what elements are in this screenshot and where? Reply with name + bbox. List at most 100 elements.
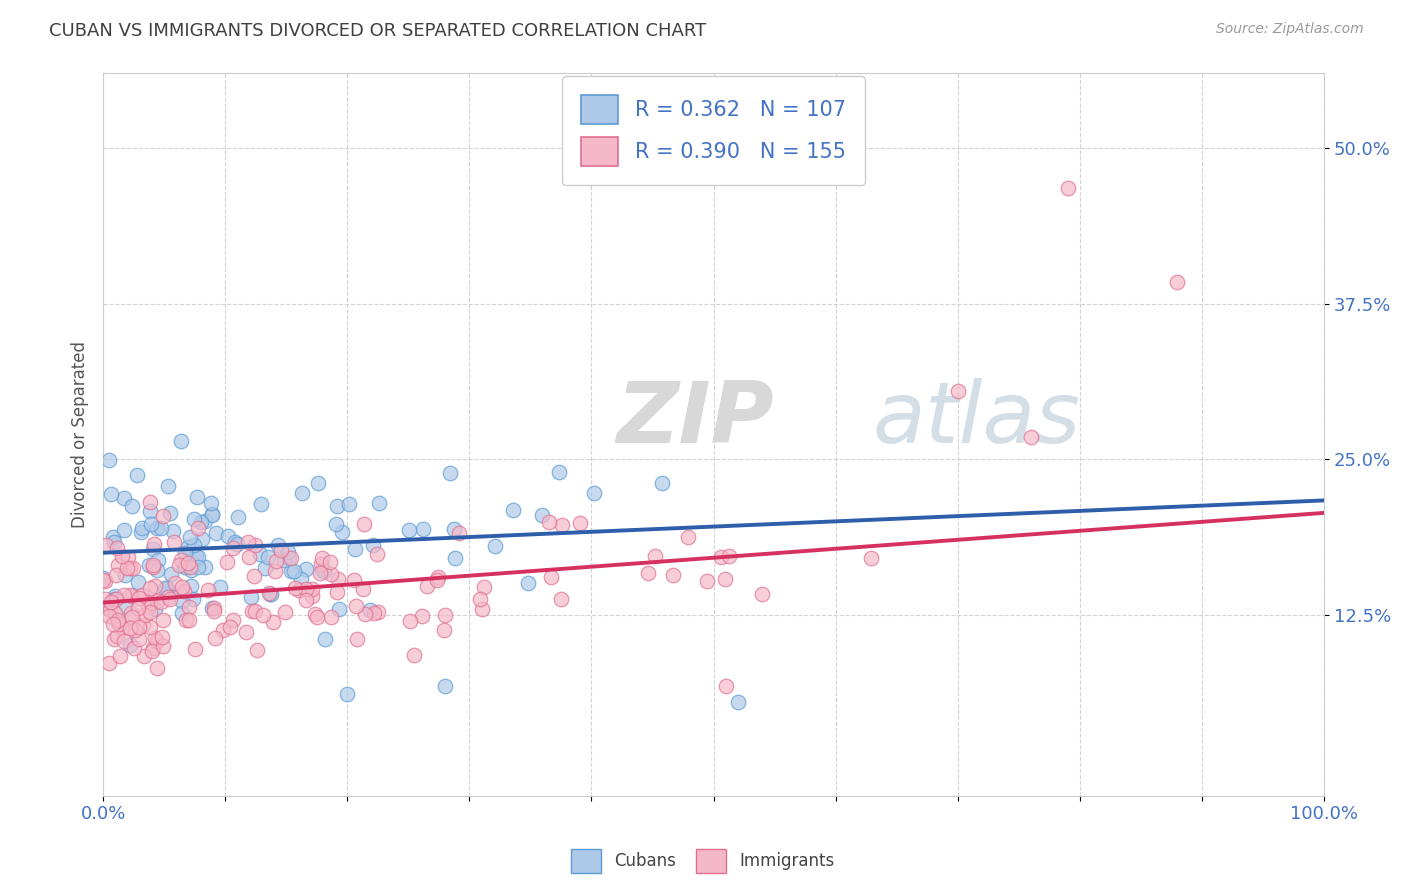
Point xyxy=(443,522,465,536)
Point xyxy=(98,453,121,467)
Point xyxy=(280,565,302,579)
Point xyxy=(200,496,222,510)
Point xyxy=(150,630,173,644)
Point xyxy=(128,619,150,633)
Point xyxy=(98,602,121,616)
Point xyxy=(139,504,162,518)
Point xyxy=(550,592,572,607)
Point xyxy=(224,534,246,549)
Point xyxy=(138,620,160,634)
Point xyxy=(139,495,162,509)
Point xyxy=(184,549,207,563)
Point xyxy=(183,511,205,525)
Point xyxy=(277,545,299,559)
Point xyxy=(152,509,174,524)
Point xyxy=(238,549,260,564)
Point xyxy=(111,621,134,635)
Point xyxy=(471,602,494,616)
Point xyxy=(399,614,422,628)
Point xyxy=(138,558,160,572)
Point xyxy=(194,514,217,528)
Point xyxy=(105,541,128,555)
Point xyxy=(100,595,122,609)
Point xyxy=(449,525,471,540)
Point xyxy=(105,629,128,643)
Point xyxy=(540,570,562,584)
Point xyxy=(398,523,420,537)
Point xyxy=(325,499,347,513)
Point xyxy=(142,560,165,574)
Point xyxy=(173,558,195,573)
Point xyxy=(98,609,121,624)
Point xyxy=(718,549,741,563)
Point xyxy=(94,538,117,552)
Point xyxy=(122,561,145,575)
Point xyxy=(91,571,114,585)
Point xyxy=(319,566,342,581)
Point xyxy=(416,579,439,593)
Point xyxy=(190,515,212,529)
Point xyxy=(163,575,186,590)
Point xyxy=(301,590,323,604)
Point xyxy=(245,604,267,618)
Point xyxy=(295,561,318,575)
Point xyxy=(105,567,128,582)
Point xyxy=(143,537,166,551)
Point xyxy=(118,588,141,602)
Point xyxy=(470,591,492,606)
Point xyxy=(121,609,143,624)
Point xyxy=(141,643,163,657)
Point xyxy=(433,623,456,637)
Point xyxy=(411,609,433,624)
Point xyxy=(262,615,284,629)
Point xyxy=(343,574,366,588)
Point xyxy=(93,592,115,607)
Point xyxy=(472,580,495,594)
Point xyxy=(170,594,193,608)
Text: atlas: atlas xyxy=(872,378,1080,461)
Point xyxy=(236,534,259,549)
Point xyxy=(170,580,193,594)
Point xyxy=(242,569,264,583)
Point xyxy=(273,553,295,567)
Point xyxy=(117,549,139,564)
Point xyxy=(274,605,297,619)
Point xyxy=(112,491,135,505)
Point xyxy=(367,605,389,619)
Point xyxy=(314,632,336,646)
Point xyxy=(120,560,142,574)
Point xyxy=(240,604,263,618)
Point xyxy=(727,695,749,709)
Point xyxy=(346,632,368,646)
Point xyxy=(121,500,143,514)
Point xyxy=(146,661,169,675)
Point xyxy=(433,679,456,693)
Point xyxy=(204,632,226,646)
Point xyxy=(337,497,360,511)
Point xyxy=(153,581,176,595)
Point xyxy=(295,582,318,596)
Point xyxy=(211,623,233,637)
Point xyxy=(254,561,277,575)
Point xyxy=(139,605,162,619)
Point xyxy=(131,521,153,535)
Point xyxy=(184,641,207,656)
Point xyxy=(120,606,142,620)
Point xyxy=(169,558,191,573)
Point xyxy=(710,549,733,564)
Point xyxy=(145,602,167,616)
Point xyxy=(714,572,737,586)
Text: CUBAN VS IMMIGRANTS DIVORCED OR SEPARATED CORRELATION CHART: CUBAN VS IMMIGRANTS DIVORCED OR SEPARATE… xyxy=(49,22,706,40)
Point xyxy=(280,550,302,565)
Point xyxy=(311,563,333,577)
Point xyxy=(751,587,773,601)
Point xyxy=(125,468,148,483)
Point xyxy=(309,566,332,581)
Point xyxy=(179,559,201,574)
Point xyxy=(226,509,249,524)
Point xyxy=(363,606,385,620)
Point xyxy=(208,580,231,594)
Point xyxy=(283,564,305,578)
Point xyxy=(112,523,135,537)
Point xyxy=(309,557,332,571)
